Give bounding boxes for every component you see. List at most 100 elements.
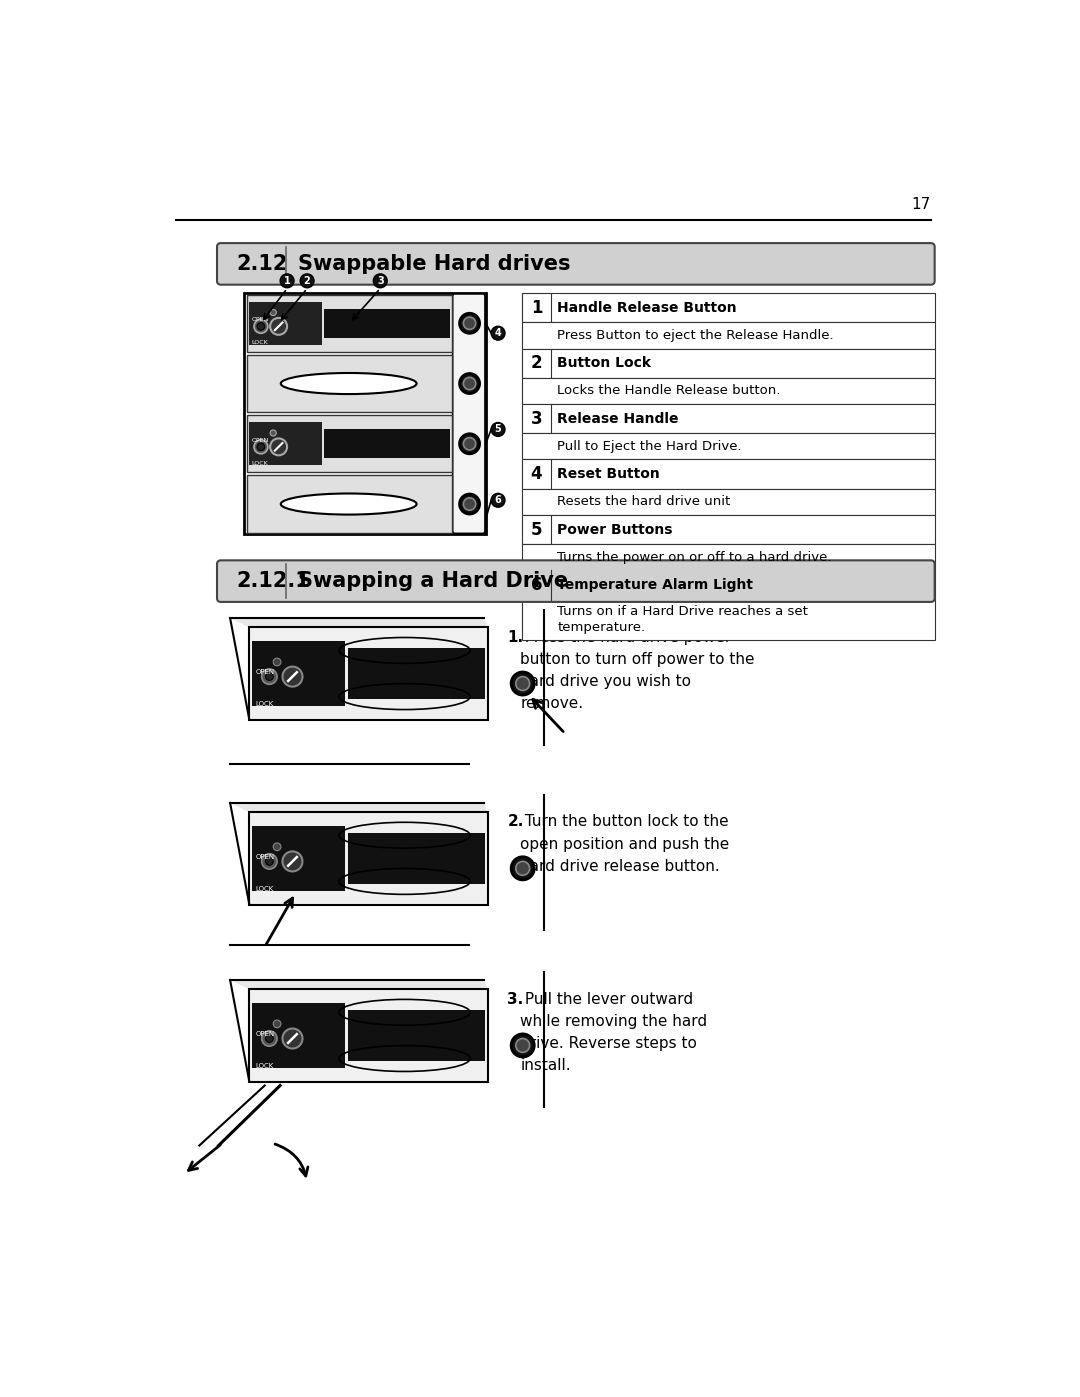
Text: 3: 3	[377, 275, 383, 286]
Bar	[348, 833, 485, 884]
Bar	[324, 309, 450, 338]
Text: Turns on if a Hard Drive reaches a set
temperature.: Turns on if a Hard Drive reaches a set t…	[557, 605, 808, 634]
Text: Swapping a Hard Drive: Swapping a Hard Drive	[298, 571, 568, 591]
Text: 6: 6	[495, 496, 501, 506]
Bar	[253, 826, 345, 891]
Text: OPEN: OPEN	[252, 437, 269, 443]
Text: Turns the power on or off to a hard drive.: Turns the power on or off to a hard driv…	[557, 550, 832, 564]
Ellipse shape	[374, 274, 388, 288]
Text: 5: 5	[530, 521, 542, 538]
Bar	[522, 349, 934, 377]
Circle shape	[266, 858, 273, 865]
Text: OPEN: OPEN	[256, 669, 274, 675]
Text: 1: 1	[284, 275, 291, 286]
Circle shape	[283, 666, 302, 686]
Text: Swappable Hard drives: Swappable Hard drives	[298, 254, 570, 274]
Text: OPEN: OPEN	[256, 854, 274, 859]
Bar	[522, 599, 934, 640]
Circle shape	[261, 854, 278, 869]
Text: Handle Release Button: Handle Release Button	[557, 300, 737, 314]
Circle shape	[463, 377, 475, 390]
Bar	[522, 460, 934, 489]
Bar	[244, 293, 486, 534]
Circle shape	[254, 440, 268, 454]
Circle shape	[273, 1020, 281, 1028]
Circle shape	[270, 430, 276, 436]
Ellipse shape	[491, 327, 505, 339]
Circle shape	[460, 373, 480, 394]
Circle shape	[270, 309, 276, 316]
Polygon shape	[249, 989, 488, 1081]
Circle shape	[254, 320, 268, 334]
Bar	[324, 429, 450, 458]
Bar	[522, 293, 934, 323]
Ellipse shape	[281, 373, 417, 394]
Text: Reset Button: Reset Button	[557, 467, 660, 481]
Text: 1.: 1.	[508, 630, 524, 644]
Bar	[348, 648, 485, 698]
Ellipse shape	[491, 493, 505, 507]
Text: Press the hard drive power
button to turn off power to the
hard drive you wish t: Press the hard drive power button to tur…	[521, 630, 755, 711]
Text: OPEN: OPEN	[252, 317, 269, 323]
Circle shape	[266, 1035, 273, 1042]
Bar	[522, 515, 934, 545]
Text: Locks the Handle Release button.: Locks the Handle Release button.	[557, 384, 781, 397]
Text: LOCK: LOCK	[252, 341, 269, 345]
Circle shape	[516, 676, 529, 690]
Text: Press Button to eject the Release Handle.: Press Button to eject the Release Handle…	[557, 330, 834, 342]
Bar	[247, 415, 451, 472]
Bar	[522, 323, 934, 349]
Ellipse shape	[491, 422, 505, 436]
FancyBboxPatch shape	[217, 243, 934, 285]
Bar	[253, 1003, 345, 1067]
Bar	[522, 570, 934, 599]
Circle shape	[463, 497, 475, 510]
Polygon shape	[249, 812, 488, 904]
Text: Button Lock: Button Lock	[557, 356, 651, 370]
Bar	[253, 641, 345, 705]
Circle shape	[511, 1034, 535, 1058]
Ellipse shape	[281, 493, 417, 514]
Circle shape	[257, 323, 265, 330]
Text: 2.: 2.	[508, 814, 524, 830]
Ellipse shape	[300, 274, 314, 288]
Bar	[248, 422, 322, 465]
Text: 2.12.1: 2.12.1	[237, 571, 310, 591]
Text: 3.: 3.	[508, 992, 524, 1007]
Circle shape	[516, 862, 529, 876]
Circle shape	[273, 658, 281, 666]
Circle shape	[463, 437, 475, 450]
Circle shape	[261, 1031, 278, 1046]
Polygon shape	[230, 803, 488, 812]
Polygon shape	[230, 979, 488, 989]
Circle shape	[283, 851, 302, 872]
Polygon shape	[230, 617, 488, 627]
Circle shape	[266, 673, 273, 680]
Text: 2: 2	[530, 355, 542, 372]
Text: 4: 4	[530, 465, 542, 483]
Circle shape	[460, 495, 480, 514]
Text: OPEN: OPEN	[256, 1031, 274, 1037]
Circle shape	[511, 856, 535, 880]
Circle shape	[511, 672, 535, 696]
Circle shape	[460, 313, 480, 334]
Text: 4: 4	[495, 328, 501, 338]
Text: 17: 17	[912, 197, 931, 212]
Text: 2.12: 2.12	[237, 254, 287, 274]
Text: 6: 6	[530, 576, 542, 594]
Text: Turn the button lock to the
open position and push the
hard drive release button: Turn the button lock to the open positio…	[521, 814, 730, 875]
Bar	[522, 377, 934, 404]
Bar	[247, 295, 451, 352]
Bar	[248, 302, 322, 345]
Text: Resets the hard drive unit: Resets the hard drive unit	[557, 496, 730, 509]
Circle shape	[463, 317, 475, 330]
Text: LOCK: LOCK	[256, 1063, 273, 1069]
Text: Pull the lever outward
while removing the hard
drive. Reverse steps to
install.: Pull the lever outward while removing th…	[521, 992, 707, 1073]
Polygon shape	[249, 627, 488, 719]
Text: 1: 1	[530, 299, 542, 317]
Text: Release Handle: Release Handle	[557, 412, 679, 426]
Circle shape	[460, 434, 480, 454]
Text: 3: 3	[530, 409, 542, 427]
Bar	[522, 545, 934, 570]
Text: Temperature Alarm Light: Temperature Alarm Light	[557, 578, 754, 592]
